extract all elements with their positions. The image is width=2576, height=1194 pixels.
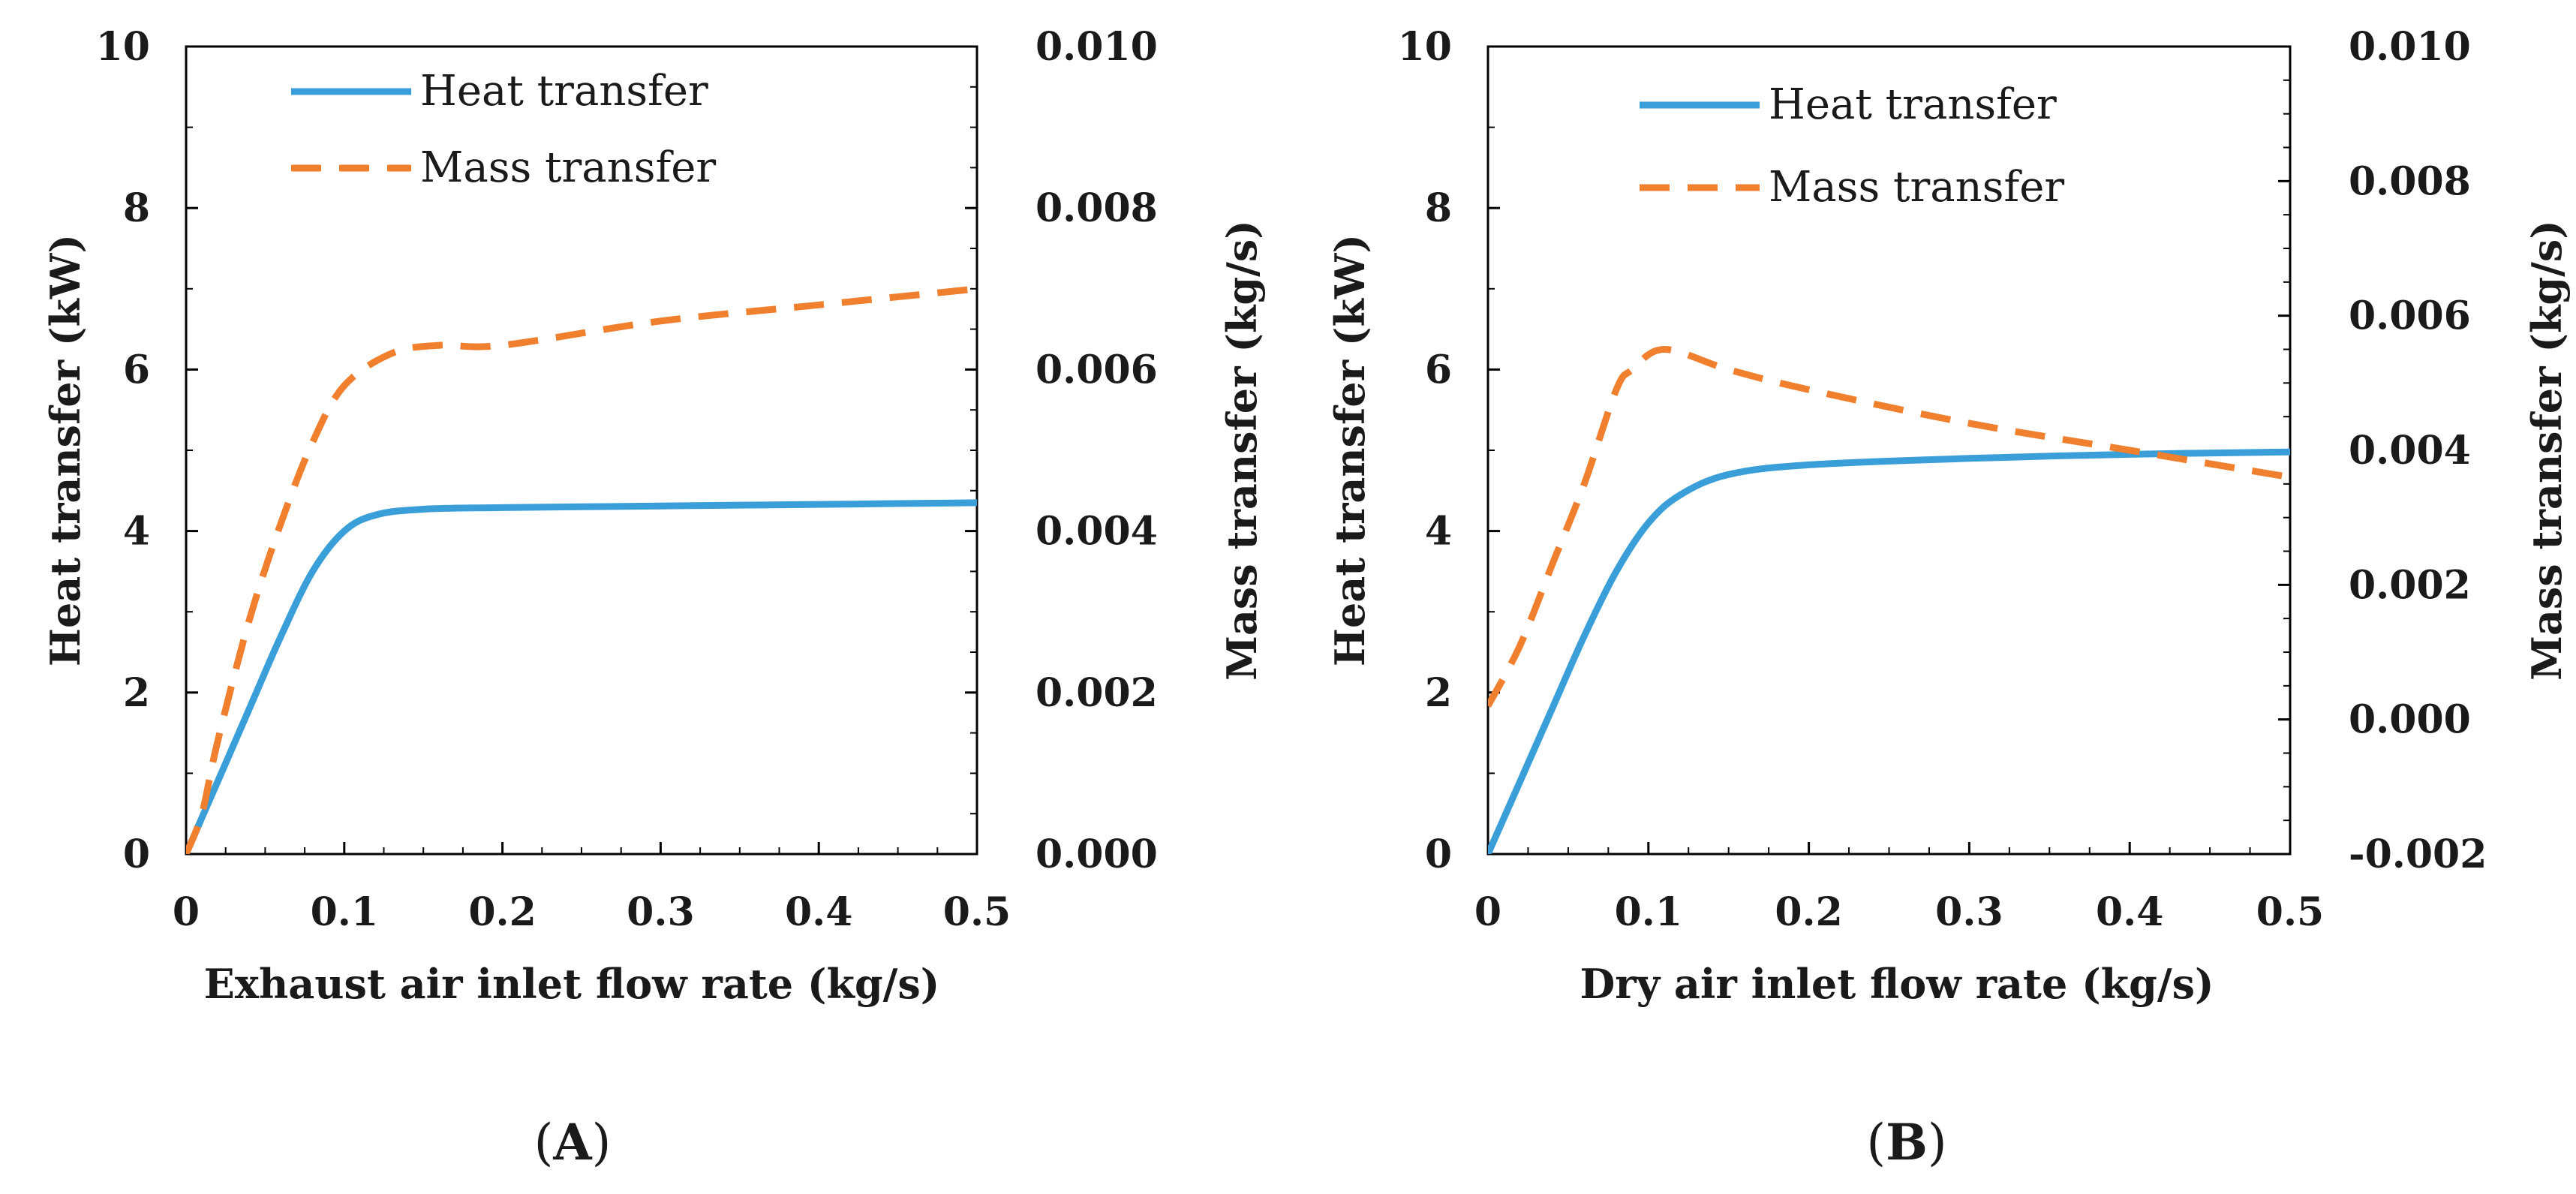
y-left-tick-label: 6 [1425,347,1452,392]
x-tick-label: 0.4 [2096,889,2163,935]
panel-label: (A) [534,1113,612,1171]
y-right-tick-label: 0.004 [1036,509,1158,555]
heat-transfer-line [1488,448,2290,854]
y-right-tick-label: 0.006 [2349,293,2471,339]
x-tick-label: 0 [1474,889,1501,935]
y-left-tick-label: 6 [123,347,150,392]
y-right-tick-label: 0.002 [2349,562,2471,608]
y-right-tick-label: -0.002 [2349,832,2487,877]
panel-label-close: ) [592,1114,612,1171]
panel-label-open: ( [534,1114,554,1171]
legend-label-heat: Heat transfer [1769,80,2057,129]
mass-transfer-line [186,285,977,854]
panel-label-open: ( [1866,1114,1886,1171]
y-right-tick-label: 0.008 [2349,158,2471,204]
x-tick-label: 0.2 [1775,889,1842,935]
y-right-tick-label: 0.000 [2349,697,2471,743]
y-right-axis-label: Mass transfer (kg/s) [2523,220,2571,681]
x-tick-label: 0.1 [311,889,378,935]
y-left-tick-label: 0 [1425,832,1452,877]
y-right-tick-label: 0.006 [1036,347,1158,392]
heat-transfer-line [186,499,977,854]
mass-transfer-line [1488,345,2290,708]
x-tick-label: 0.1 [1615,889,1682,935]
x-tick-label: 0.4 [785,889,852,935]
x-tick-label: 0.5 [2256,889,2324,935]
y-right-tick-label: 0.000 [1036,832,1158,877]
panel-label-letter: B [1886,1113,1928,1171]
y-left-tick-label: 4 [123,509,150,555]
y-right-tick-label: 0.010 [2349,24,2471,70]
x-tick-label: 0.3 [1935,889,2003,935]
x-tick-label: 0.3 [627,889,694,935]
x-tick-label: 0.2 [468,889,536,935]
y-left-tick-label: 10 [1398,24,1452,70]
y-left-tick-label: 0 [123,832,150,877]
y-left-tick-label: 4 [1425,509,1452,555]
y-left-tick-label: 2 [1425,670,1452,716]
panel-label-close: ) [1928,1114,1947,1171]
y-left-tick-label: 2 [123,670,150,716]
y-left-tick-label: 10 [96,24,150,70]
legend-label-heat: Heat transfer [420,67,708,116]
y-left-tick-label: 8 [1425,185,1452,231]
y-left-axis-label: Heat transfer (kW) [41,234,89,666]
y-left-axis-label: Heat transfer (kW) [1326,234,1374,666]
y-right-tick-label: 0.002 [1036,670,1158,716]
chart-panel-A: 0 0.1 0.2 0.3 0.4 0.5 0 2 4 6 8 10 0.000 0.002 0.004 0.… [41,24,1266,1171]
y-right-tick-label: 0.008 [1036,185,1158,231]
panel-label: (B) [1866,1113,1946,1171]
y-left-tick-label: 8 [123,185,150,231]
y-right-tick-label: 0.004 [2349,428,2471,474]
x-tick-label: 0 [173,889,200,935]
y-right-tick-label: 0.010 [1036,24,1158,70]
legend-label-mass: Mass transfer [1769,163,2064,212]
chart-panel-B: 0 0.1 0.2 0.3 0.4 0.5 0 2 4 6 8 10 -0.002 0.000 0.002 0… [1326,24,2571,1171]
panel-label-letter: A [552,1113,592,1171]
x-axis-label: Exhaust air inlet flow rate (kg/s) [204,960,940,1008]
x-axis-label: Dry air inlet flow rate (kg/s) [1580,960,2214,1008]
x-tick-label: 0.5 [943,889,1011,935]
y-right-axis-label: Mass transfer (kg/s) [1218,220,1266,681]
legend-label-mass: Mass transfer [420,143,716,192]
